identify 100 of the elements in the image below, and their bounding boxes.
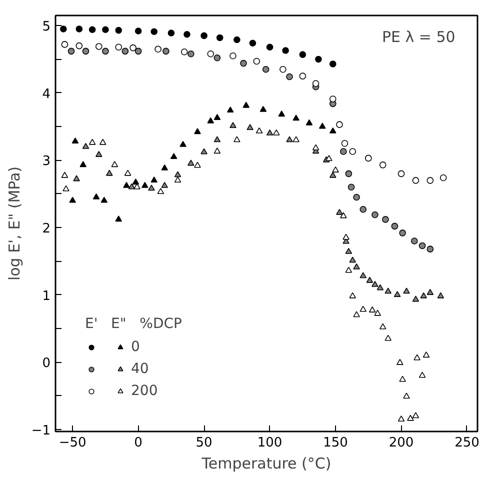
point xyxy=(200,32,208,40)
annotation: PE λ = 50 xyxy=(382,28,456,46)
y-tick-label: 2 xyxy=(42,222,51,237)
legend-label: 40 xyxy=(131,361,149,377)
point xyxy=(154,46,162,53)
point xyxy=(88,138,96,145)
point xyxy=(345,170,352,178)
point xyxy=(341,140,348,147)
y-tick-label: 0 xyxy=(42,356,51,372)
point xyxy=(414,354,420,360)
point xyxy=(72,138,79,144)
point xyxy=(418,372,426,378)
point xyxy=(188,160,194,166)
point xyxy=(299,51,306,58)
point xyxy=(349,292,356,298)
point xyxy=(194,162,201,168)
point xyxy=(407,414,414,421)
x-tick-label: 250 xyxy=(454,436,480,450)
point xyxy=(76,26,83,32)
point xyxy=(162,48,170,55)
point xyxy=(342,234,350,240)
point xyxy=(360,306,367,312)
point xyxy=(61,41,68,48)
point xyxy=(282,47,289,54)
point xyxy=(69,196,76,203)
y-tick-label: −1 xyxy=(31,423,51,438)
point xyxy=(372,280,378,287)
point xyxy=(286,136,293,142)
point xyxy=(312,144,320,150)
point xyxy=(366,276,374,283)
point xyxy=(391,222,398,230)
point xyxy=(353,311,360,318)
point xyxy=(216,34,224,42)
point xyxy=(76,42,83,50)
point xyxy=(329,127,336,134)
point xyxy=(420,292,427,298)
point xyxy=(336,208,343,215)
point xyxy=(115,216,122,222)
point xyxy=(266,44,274,51)
point xyxy=(150,176,158,183)
point xyxy=(379,323,386,330)
point xyxy=(161,164,168,170)
point xyxy=(292,136,300,142)
point xyxy=(360,206,367,213)
point xyxy=(148,184,155,191)
point xyxy=(102,26,109,34)
point xyxy=(230,122,236,128)
point xyxy=(207,50,214,58)
point xyxy=(345,248,352,254)
point xyxy=(95,43,102,50)
point xyxy=(61,172,68,178)
point xyxy=(360,272,367,278)
point xyxy=(100,196,108,203)
point xyxy=(272,129,280,136)
point xyxy=(326,155,332,162)
point xyxy=(412,177,420,184)
point xyxy=(382,216,389,223)
point xyxy=(174,171,182,178)
point xyxy=(403,392,410,399)
legend-title: E' E" %DCP xyxy=(85,316,182,332)
point xyxy=(82,142,90,149)
x-tick-label: 50 xyxy=(196,436,212,450)
point xyxy=(394,290,401,297)
point xyxy=(226,106,234,113)
point xyxy=(170,152,178,159)
point xyxy=(60,26,67,32)
point xyxy=(329,60,336,68)
y-tick-label: 5 xyxy=(42,20,51,35)
point xyxy=(115,26,122,34)
point xyxy=(102,48,109,55)
point xyxy=(364,154,372,162)
point xyxy=(336,121,343,128)
point xyxy=(280,66,286,73)
point xyxy=(253,58,260,65)
point xyxy=(157,188,164,194)
point xyxy=(194,128,201,134)
point xyxy=(345,266,352,273)
point xyxy=(246,124,254,130)
point xyxy=(168,30,175,36)
point xyxy=(376,284,384,290)
point xyxy=(418,242,426,250)
point xyxy=(234,36,240,44)
point xyxy=(207,117,214,124)
point xyxy=(437,292,444,298)
x-tick-label: 200 xyxy=(388,436,414,450)
point xyxy=(372,211,378,218)
point xyxy=(292,114,300,121)
point xyxy=(398,416,405,422)
point xyxy=(122,48,129,55)
point xyxy=(99,138,106,145)
point xyxy=(348,184,355,191)
x-axis-title: Temperature (°C) xyxy=(200,454,332,472)
point xyxy=(410,238,418,244)
point xyxy=(180,140,186,147)
point xyxy=(180,48,188,56)
point xyxy=(80,161,87,168)
point xyxy=(399,230,406,236)
point xyxy=(260,106,267,112)
point xyxy=(340,212,347,218)
point xyxy=(256,127,263,134)
